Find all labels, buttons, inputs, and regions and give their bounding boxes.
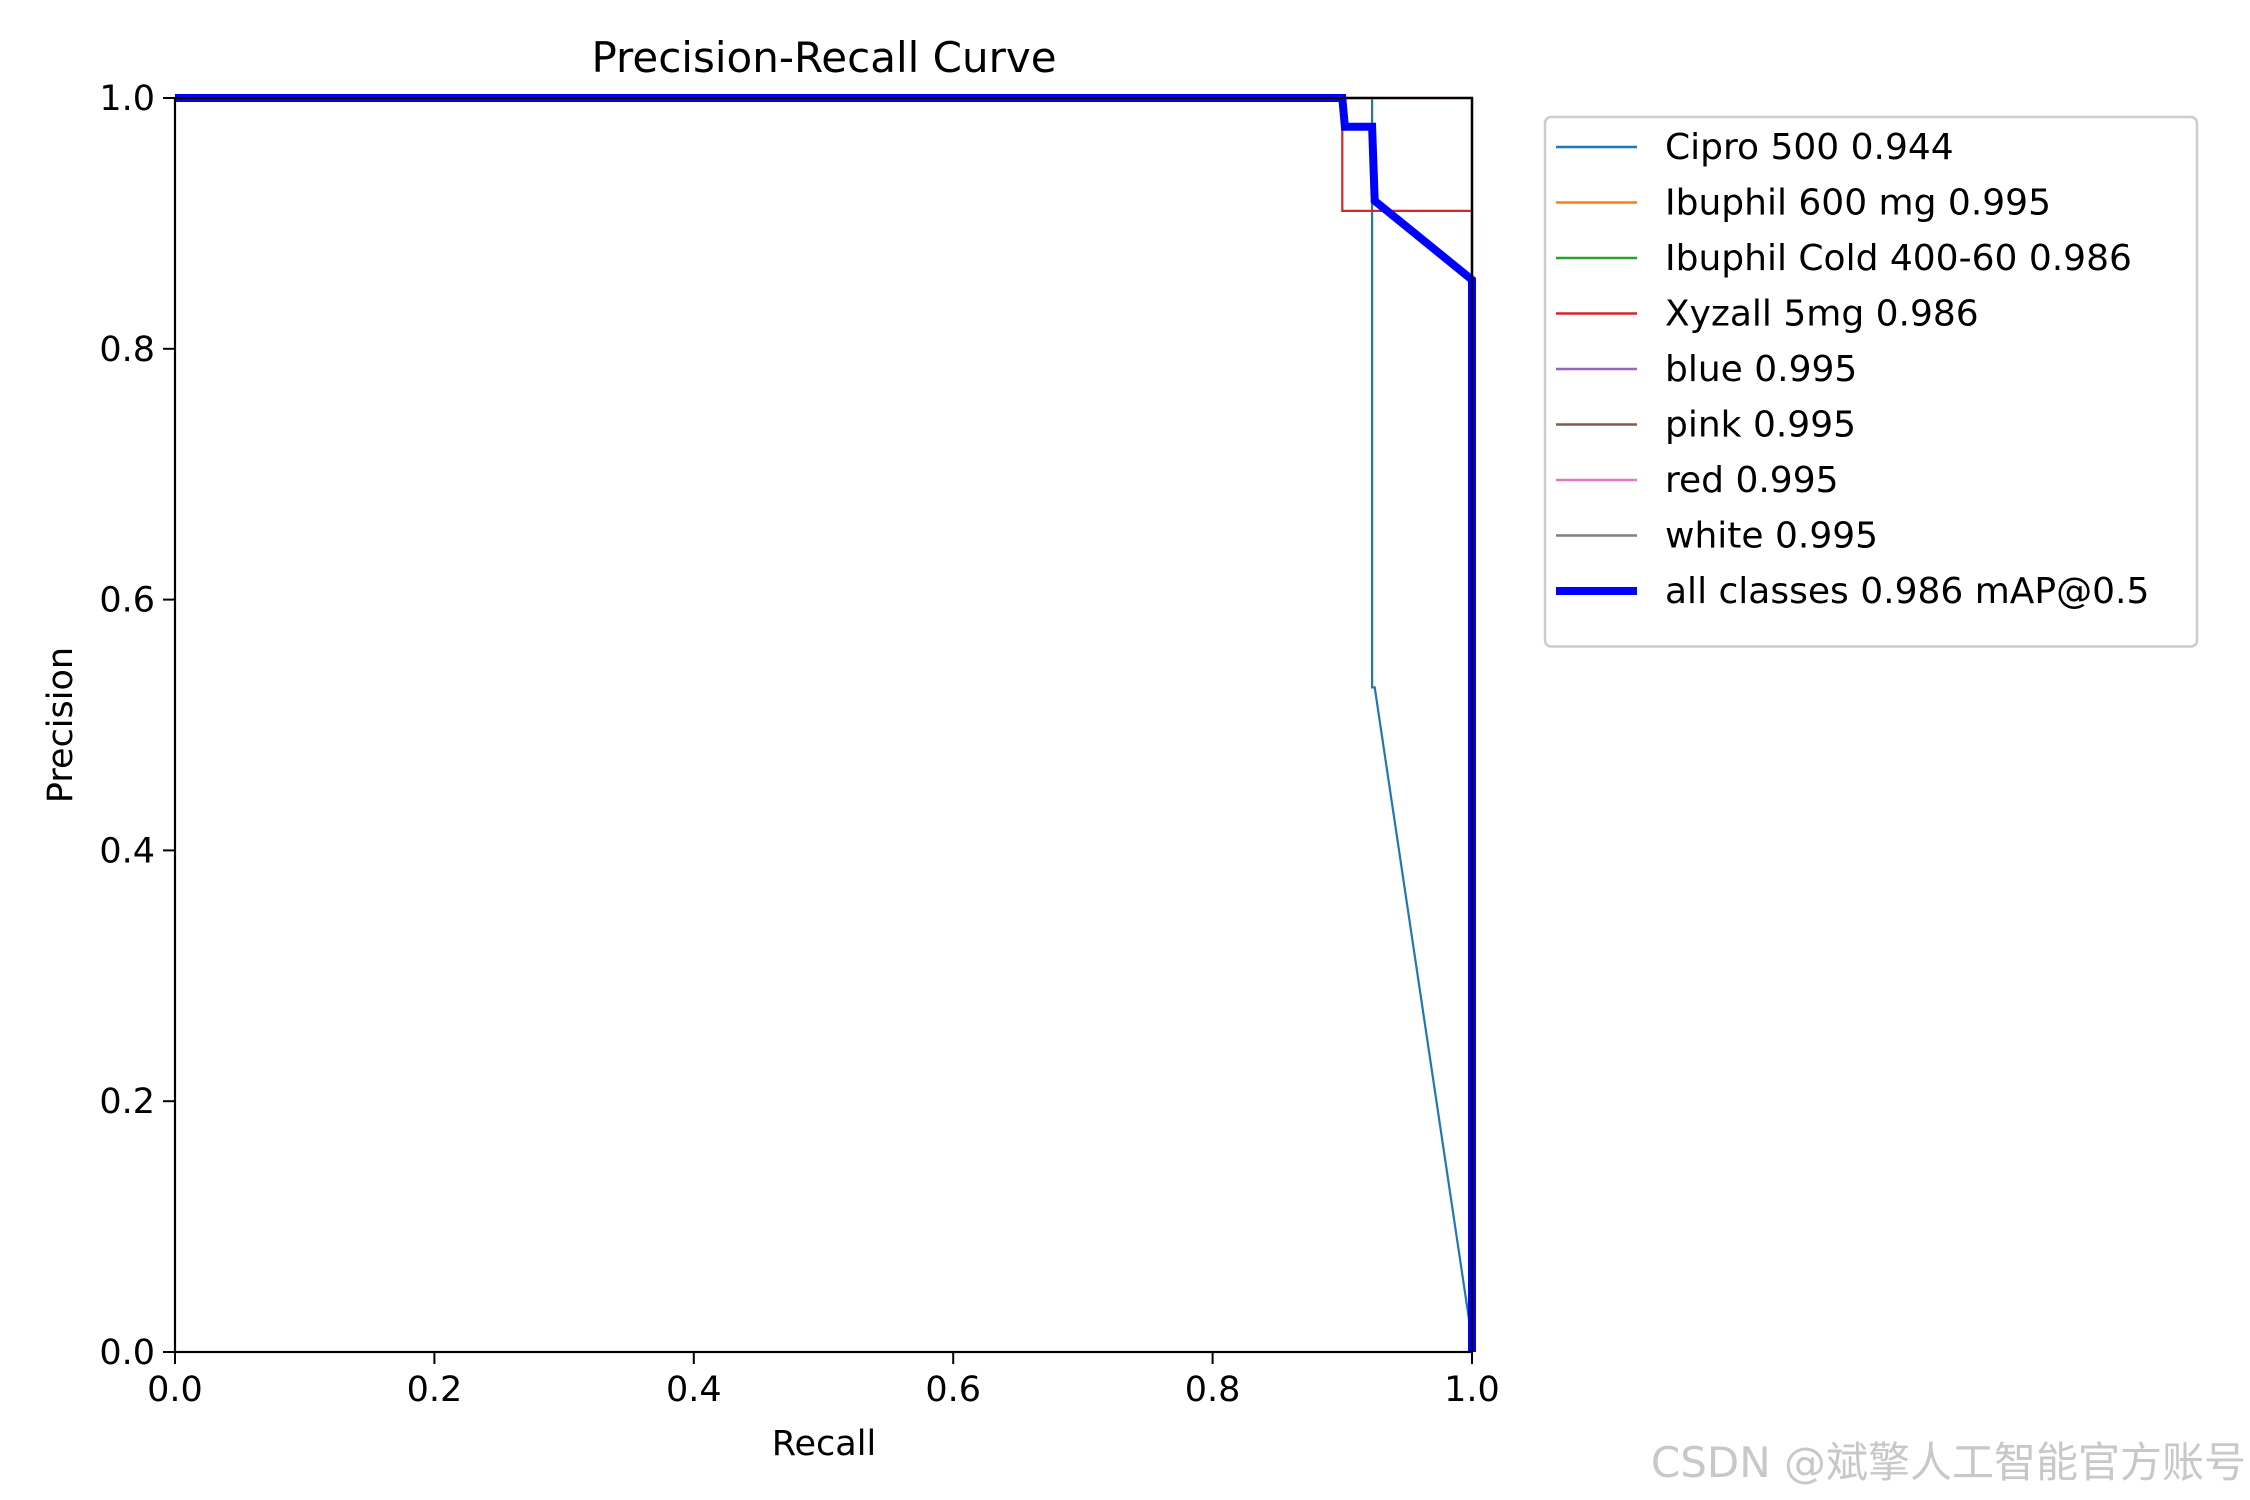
x-axis-ticks: 0.0 0.2 0.4 0.6 0.8 1.0 xyxy=(147,1352,1500,1410)
plot-frame xyxy=(173,96,1474,1354)
legend-entry-label: blue 0.995 xyxy=(1665,349,1857,390)
x-tick-label: 1.0 xyxy=(1444,1370,1500,1410)
legend-entry-label: all classes 0.986 mAP@0.5 xyxy=(1665,571,2149,612)
y-tick-label: 0.2 xyxy=(99,1082,155,1122)
y-axis-ticks: 0.0 0.2 0.4 0.6 0.8 1.0 xyxy=(99,79,175,1373)
legend-box xyxy=(1543,115,2199,648)
y-tick-label: 1.0 xyxy=(99,79,155,119)
legend: Cipro 500 0.944 Ibuphil 600 mg 0.995 Ibuph… xyxy=(1543,115,2199,648)
x-tick-label: 0.0 xyxy=(147,1370,203,1410)
x-tick-label: 0.2 xyxy=(407,1370,463,1410)
y-tick-label: 0.4 xyxy=(99,831,155,871)
y-tick-label: 0.8 xyxy=(99,330,155,370)
legend-entry-label: Ibuphil 600 mg 0.995 xyxy=(1665,183,2051,224)
x-axis-label: Recall xyxy=(772,1424,876,1464)
x-tick-label: 0.8 xyxy=(1185,1370,1241,1410)
legend-entry-label: Cipro 500 0.944 xyxy=(1665,127,1954,168)
x-tick-label: 0.6 xyxy=(925,1370,981,1410)
legend-entry-label: Ibuphil Cold 400-60 0.986 xyxy=(1665,238,2132,279)
plot-background xyxy=(175,98,1472,1352)
watermark: CSDN @斌擎人工智能官方账号 xyxy=(1650,1438,2246,1487)
y-axis-label: Precision xyxy=(41,647,81,803)
x-tick-label: 0.4 xyxy=(666,1370,722,1410)
y-tick-label: 0.0 xyxy=(99,1333,155,1373)
legend-entry-label: pink 0.995 xyxy=(1665,405,1856,446)
legend-entry-label: white 0.995 xyxy=(1665,516,1878,557)
legend-entry-label: red 0.995 xyxy=(1665,460,1839,501)
chart-title: Precision-Recall Curve xyxy=(591,33,1056,82)
y-tick-label: 0.6 xyxy=(99,581,155,621)
legend-entry-label: Xyzall 5mg 0.986 xyxy=(1665,294,1979,335)
